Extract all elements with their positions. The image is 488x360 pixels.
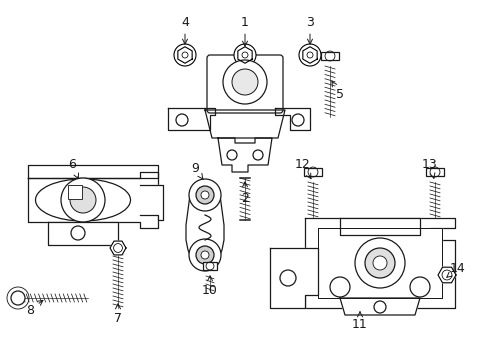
Circle shape: [223, 60, 266, 104]
Polygon shape: [28, 165, 158, 178]
Circle shape: [234, 44, 256, 66]
Polygon shape: [269, 248, 317, 308]
FancyBboxPatch shape: [206, 55, 283, 113]
Text: 12: 12: [295, 158, 310, 179]
Circle shape: [11, 291, 25, 305]
Circle shape: [354, 238, 404, 288]
Polygon shape: [339, 298, 419, 315]
Polygon shape: [218, 138, 271, 172]
Polygon shape: [305, 218, 454, 308]
Polygon shape: [274, 108, 309, 130]
Circle shape: [189, 239, 221, 271]
Circle shape: [201, 191, 208, 199]
Bar: [203, 262, 217, 270]
Circle shape: [196, 186, 214, 204]
Circle shape: [61, 178, 105, 222]
Circle shape: [364, 248, 394, 278]
Text: 1: 1: [241, 15, 248, 46]
Text: 7: 7: [114, 304, 122, 324]
Polygon shape: [110, 241, 126, 255]
Circle shape: [298, 44, 320, 66]
Polygon shape: [339, 218, 419, 235]
Polygon shape: [317, 228, 441, 298]
Ellipse shape: [36, 179, 130, 221]
Text: 11: 11: [351, 312, 367, 332]
Text: 3: 3: [305, 15, 313, 44]
Bar: [68, 185, 82, 199]
Circle shape: [196, 246, 214, 264]
Circle shape: [70, 187, 96, 213]
Text: 2: 2: [241, 182, 248, 204]
Bar: [425, 168, 443, 176]
Polygon shape: [168, 108, 215, 130]
Text: 5: 5: [331, 81, 343, 102]
Polygon shape: [204, 110, 285, 143]
Circle shape: [189, 179, 221, 211]
Text: 4: 4: [181, 15, 188, 44]
Text: 9: 9: [191, 162, 203, 180]
Polygon shape: [140, 185, 163, 220]
Polygon shape: [28, 172, 158, 228]
Circle shape: [372, 256, 386, 270]
Text: 8: 8: [26, 300, 43, 316]
Text: 6: 6: [68, 158, 79, 179]
Text: 14: 14: [446, 261, 465, 277]
Bar: [320, 52, 338, 60]
Text: 10: 10: [202, 276, 218, 297]
Text: 13: 13: [421, 158, 437, 178]
Circle shape: [174, 44, 196, 66]
Circle shape: [201, 251, 208, 259]
Bar: [304, 168, 321, 176]
Circle shape: [231, 69, 258, 95]
Polygon shape: [437, 267, 455, 283]
Polygon shape: [48, 222, 118, 245]
